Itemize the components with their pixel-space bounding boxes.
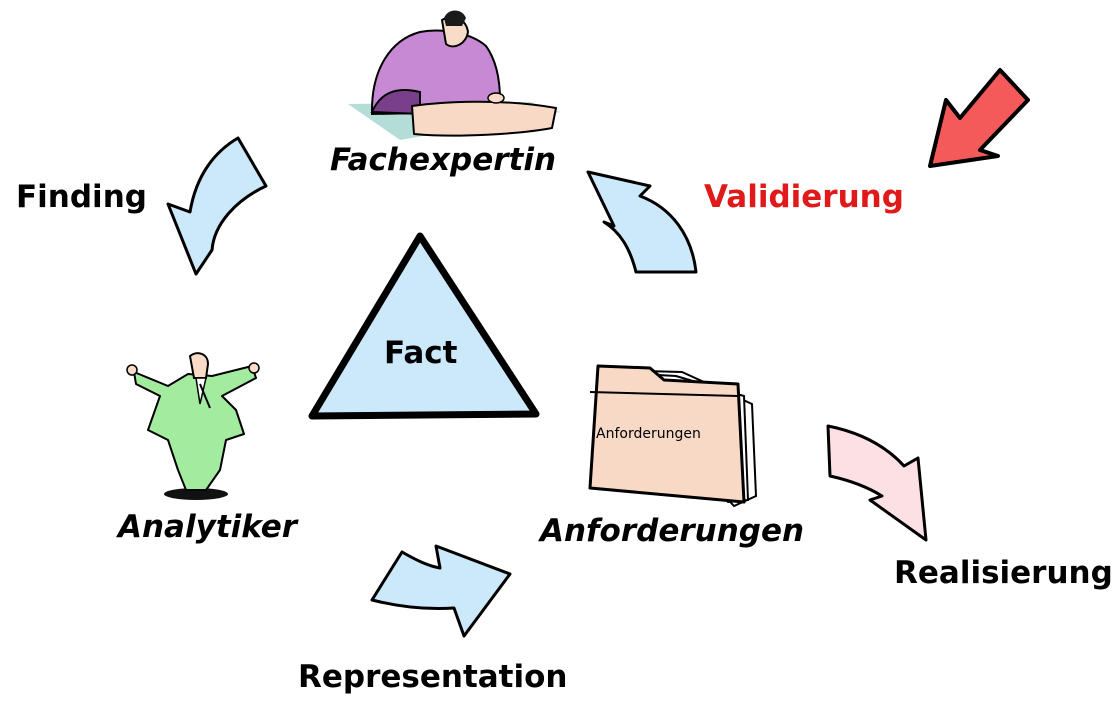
realisierung-arrow [826, 424, 928, 542]
fact-label: Fact [384, 335, 458, 371]
fachexpertin-label: Fachexpertin [330, 142, 557, 178]
realisierung-label: Realisierung [894, 555, 1113, 591]
finding-arrow [166, 136, 268, 276]
fact-triangle [308, 232, 540, 420]
folder-icon [588, 364, 758, 508]
analytiker-label: Analytiker [118, 509, 298, 545]
highlight-arrow-icon [928, 68, 1030, 168]
finding-label: Finding [16, 179, 147, 215]
folder-label: Anforderungen [596, 426, 701, 442]
representation-label: Representation [298, 659, 568, 695]
woman-expert-icon [348, 10, 560, 140]
validierung-arrow [586, 170, 698, 274]
anforderungen-label: Anforderungen [540, 513, 805, 549]
validierung-label: Validierung [704, 179, 904, 215]
representation-arrow [370, 544, 512, 638]
analyst-man-icon [126, 352, 260, 500]
